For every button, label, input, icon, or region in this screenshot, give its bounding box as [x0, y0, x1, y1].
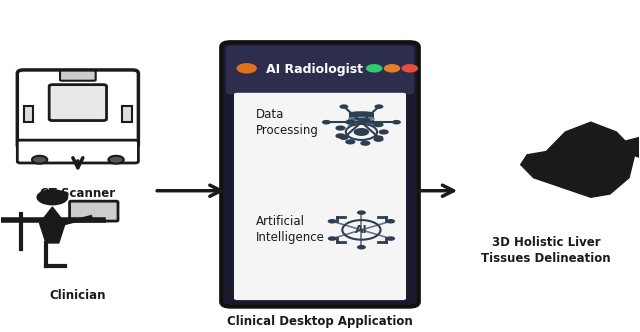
Circle shape	[339, 104, 348, 109]
Text: CT Scanner: CT Scanner	[40, 188, 115, 201]
Text: AI: AI	[355, 225, 368, 235]
Polygon shape	[521, 122, 636, 197]
Bar	[349, 113, 374, 131]
Circle shape	[374, 104, 383, 109]
Circle shape	[339, 135, 348, 140]
Polygon shape	[623, 135, 640, 158]
Ellipse shape	[349, 129, 374, 133]
Circle shape	[386, 219, 395, 223]
FancyBboxPatch shape	[226, 45, 414, 94]
Circle shape	[354, 128, 369, 136]
FancyBboxPatch shape	[70, 201, 118, 221]
Circle shape	[322, 120, 331, 124]
Ellipse shape	[349, 111, 374, 115]
Circle shape	[345, 120, 355, 125]
Circle shape	[36, 189, 68, 206]
Circle shape	[379, 129, 389, 134]
FancyBboxPatch shape	[49, 85, 106, 121]
Circle shape	[328, 236, 337, 241]
Circle shape	[357, 245, 366, 249]
Circle shape	[401, 64, 418, 73]
Bar	[24, 106, 33, 122]
Text: 3D Holistic Liver
Tissues Delineation: 3D Holistic Liver Tissues Delineation	[481, 236, 611, 265]
Circle shape	[373, 137, 383, 142]
FancyBboxPatch shape	[234, 93, 406, 300]
Circle shape	[366, 64, 383, 73]
Circle shape	[360, 141, 371, 146]
Circle shape	[357, 210, 366, 215]
Circle shape	[335, 133, 346, 138]
FancyBboxPatch shape	[17, 140, 138, 163]
Circle shape	[373, 122, 383, 127]
Polygon shape	[40, 207, 65, 243]
Circle shape	[360, 118, 371, 123]
Circle shape	[342, 220, 381, 240]
FancyBboxPatch shape	[60, 71, 96, 81]
Text: Clinical Desktop Application: Clinical Desktop Application	[227, 315, 413, 328]
Text: AI Radiologist: AI Radiologist	[266, 63, 363, 76]
Circle shape	[384, 64, 400, 73]
FancyBboxPatch shape	[221, 42, 419, 307]
Circle shape	[328, 219, 337, 223]
FancyBboxPatch shape	[17, 70, 138, 148]
Circle shape	[335, 125, 346, 131]
Circle shape	[32, 156, 47, 164]
Text: Clinician: Clinician	[50, 289, 106, 302]
Circle shape	[237, 63, 257, 73]
Circle shape	[392, 120, 401, 124]
Circle shape	[346, 124, 377, 140]
Circle shape	[374, 135, 383, 140]
Text: Artificial
Intelligence: Artificial Intelligence	[256, 215, 325, 244]
Text: Data
Processing: Data Processing	[256, 108, 319, 137]
Circle shape	[345, 139, 355, 144]
Bar	[122, 106, 132, 122]
Circle shape	[108, 156, 124, 164]
Circle shape	[386, 236, 395, 241]
